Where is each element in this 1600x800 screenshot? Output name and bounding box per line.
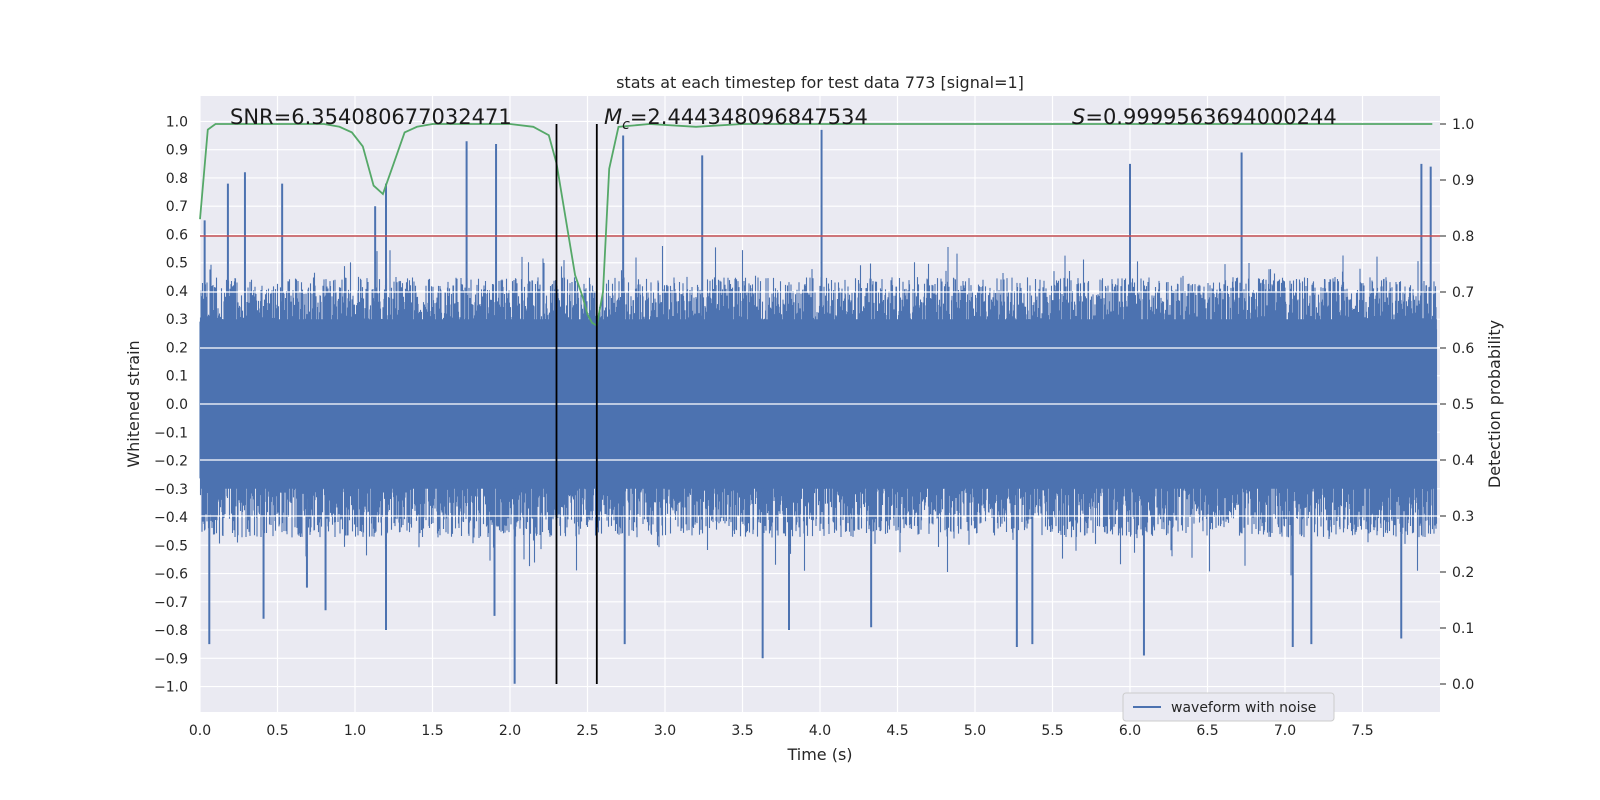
- x-tick-label: 5.5: [1041, 723, 1063, 739]
- y2-tick-label: 0.3: [1452, 509, 1474, 525]
- x-tick-label: 3.0: [654, 723, 676, 739]
- s-value: =0.9999563694000244: [1085, 105, 1336, 129]
- y-tick-label: 0.9: [166, 143, 188, 159]
- y-tick-label: −0.5: [154, 538, 188, 554]
- y2-tick-label: 0.6: [1452, 341, 1474, 357]
- y-tick-label: −0.6: [154, 567, 188, 583]
- x-tick-label: 7.0: [1274, 723, 1296, 739]
- y-tick-label: −0.9: [154, 651, 188, 667]
- y-tick-label: −0.7: [154, 595, 188, 611]
- x-tick-label: 5.0: [964, 723, 986, 739]
- x-axis-label: Time (s): [786, 745, 852, 764]
- y2-tick-label: 0.1: [1452, 621, 1474, 637]
- x-tick-label: 4.0: [809, 723, 831, 739]
- x-tick-labels: 0.0 0.5 1.0 1.5 2.0 2.5 3.0 3.5 4.0 4.5 5.0 5.5 6.0 6…: [189, 723, 1374, 739]
- y-tick-label: 0.0: [166, 397, 188, 413]
- s-symbol: S: [1072, 105, 1085, 129]
- y2-tick-label: 1.0: [1452, 117, 1474, 133]
- y-axis-label: Whitened strain: [124, 340, 143, 467]
- y-tick-label: −0.8: [154, 623, 188, 639]
- y2-tick-label: 0.8: [1452, 229, 1474, 245]
- y-tick-label: −0.2: [154, 454, 188, 470]
- x-tick-label: 0.0: [189, 723, 211, 739]
- y-tick-label: −0.4: [154, 510, 188, 526]
- y-tick-label: 0.7: [166, 199, 188, 215]
- y-tick-label: −1.0: [154, 680, 188, 696]
- y-tick-label: 1.0: [166, 114, 188, 130]
- mc-value: =2.444348096847534: [630, 105, 868, 129]
- y2-tick-label: 0.0: [1452, 677, 1474, 693]
- snr-annotation: SNR=6.354080677032471: [230, 105, 512, 129]
- y-tick-label: 0.5: [166, 256, 188, 272]
- probability-line: [199, 123, 1433, 328]
- waveform-series: [199, 129, 1440, 684]
- legend-label: waveform with noise: [1171, 700, 1316, 716]
- y2-tick-label: 0.7: [1452, 285, 1474, 301]
- chart-title: stats at each timestep for test data 773…: [616, 73, 1024, 92]
- x-tick-label: 3.5: [731, 723, 753, 739]
- x-tick-label: 1.0: [344, 723, 366, 739]
- y2-tick-labels: 1.0 0.9 0.8 0.7 0.6 0.5 0.4 0.3 0.2 0.1 0.0: [1440, 117, 1474, 693]
- x-tick-label: 6.0: [1119, 723, 1141, 739]
- y-tick-label: 0.4: [166, 284, 188, 300]
- x-tick-label: 2.0: [499, 723, 521, 739]
- probability-series: [199, 123, 1433, 328]
- x-tick-label: 4.5: [886, 723, 908, 739]
- y2-axis-label: Detection probability: [1485, 320, 1504, 488]
- y-tick-label: 0.8: [166, 171, 188, 187]
- y-tick-label: −0.3: [154, 482, 188, 498]
- y-tick-label: 0.6: [166, 227, 188, 243]
- legend-box: [1122, 692, 1335, 722]
- mc-annotation: Mc=2.444348096847534: [604, 105, 868, 133]
- x-tick-label: 2.5: [576, 723, 598, 739]
- s-annotation: S=0.9999563694000244: [1072, 105, 1337, 129]
- y2-tick-label: 0.4: [1452, 453, 1474, 469]
- y-tick-label: 0.2: [166, 340, 188, 356]
- y-tick-labels: 1.0 0.9 0.8 0.7 0.6 0.5 0.4 0.3 0.2 0.1 0.0 −0.1 −0.…: [154, 114, 188, 695]
- y2-tick-label: 0.9: [1452, 173, 1474, 189]
- y2-tick-label: 0.5: [1452, 397, 1474, 413]
- x-tick-label: 1.5: [421, 723, 443, 739]
- x-tick-label: 7.5: [1351, 723, 1373, 739]
- x-tick-label: 6.5: [1196, 723, 1218, 739]
- mc-symbol: M: [604, 105, 622, 129]
- x-tick-label: 0.5: [266, 723, 288, 739]
- y-tick-label: 0.1: [166, 369, 188, 385]
- y-tick-label: 0.3: [166, 312, 188, 328]
- legend: waveform with noise: [1122, 692, 1335, 722]
- y-tick-label: −0.1: [154, 425, 188, 441]
- vertical-markers: [555, 124, 598, 684]
- y2-tick-label: 0.2: [1452, 565, 1474, 581]
- mc-subscript: c: [622, 117, 630, 133]
